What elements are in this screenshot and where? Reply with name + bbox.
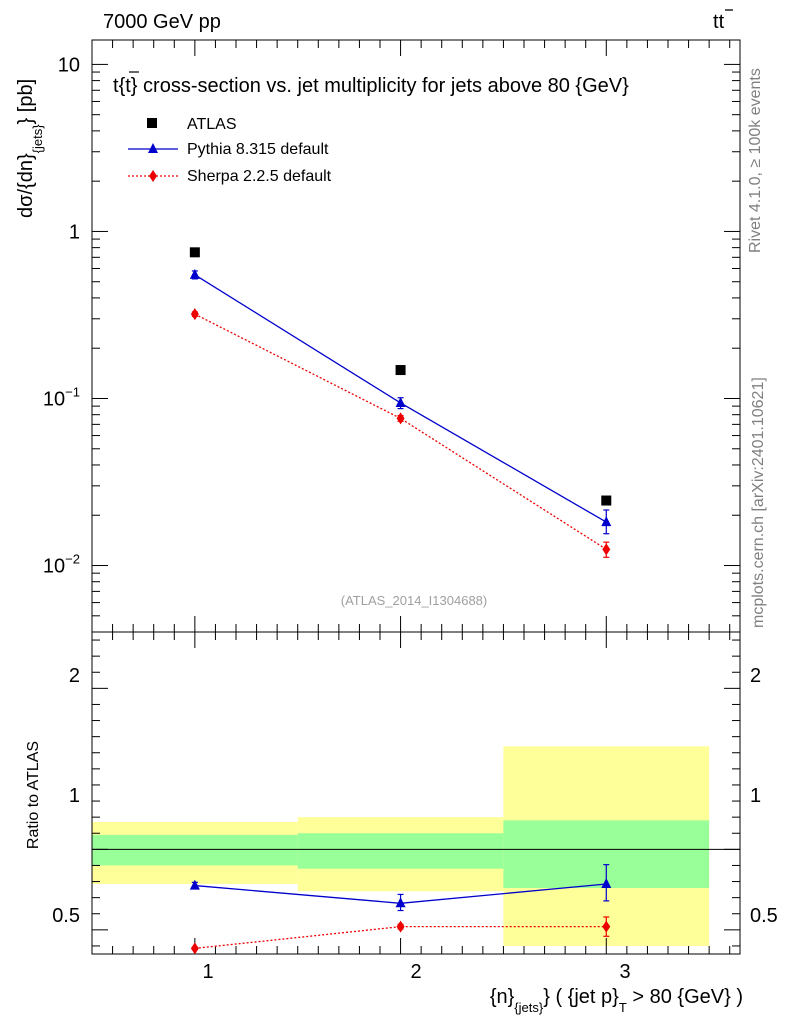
main-ytick-exp: −1 xyxy=(65,384,80,399)
ratio-series-layer xyxy=(189,864,612,955)
ratio-xtick-labels: 1 2 3 xyxy=(202,961,630,983)
ratio-plot-panel: 0.5 1 2 0.5 1 2 1 2 3 Ratio to ATLAS {n}… xyxy=(25,631,778,1015)
xtick-3: 3 xyxy=(619,961,630,983)
legend-label-atlas: ATLAS xyxy=(187,116,237,133)
main-axis-ticks xyxy=(92,40,740,633)
main-point-pythia xyxy=(395,396,406,407)
ratio-ytick-right-2: 2 xyxy=(750,665,761,687)
ratio-ytick-left-1: 1 xyxy=(69,785,80,807)
main-ytick-exp: −2 xyxy=(65,552,80,567)
main-ytick-base: 10 xyxy=(43,556,65,578)
main-line-sherpa xyxy=(194,313,607,550)
xlabel-s2: T xyxy=(619,1000,627,1015)
process-tbar: t xyxy=(719,11,725,33)
ratio-point-pythia xyxy=(189,879,200,890)
xlabel-p3: > 80 {GeV} ) xyxy=(627,986,743,1008)
ratio-point-pythia xyxy=(601,877,612,888)
ratio-ytick-left-0.5: 0.5 xyxy=(52,905,80,927)
energy-label: 7000 GeV pp xyxy=(103,11,221,33)
ratio-point-sherpa xyxy=(602,920,611,933)
main-ytick-label-0: 10 xyxy=(58,54,80,76)
title-prefix: t xyxy=(113,75,119,97)
xtick-1: 1 xyxy=(202,961,213,983)
main-ytick-label-3: 10−2 xyxy=(43,552,80,578)
main-point-atlas xyxy=(601,495,612,506)
main-ytick-label-2: 10−1 xyxy=(43,384,80,410)
ylabel-main: dσ/{dn} xyxy=(15,153,37,218)
legend: ATLAS Pythia 8.315 default Sherpa 2.2.5 … xyxy=(128,116,332,185)
ratio-point-pythia xyxy=(395,897,406,908)
legend-label-pythia: Pythia 8.315 default xyxy=(187,141,329,158)
main-ylabel: dσ/{dn}{jets}} [pb] xyxy=(15,79,45,218)
ylabel-unit: } [pb] xyxy=(15,79,37,125)
ratio-ytick-labels: 0.5 1 2 0.5 1 2 xyxy=(52,665,778,927)
main-point-atlas xyxy=(189,247,200,258)
legend-entry-sherpa: Sherpa 2.2.5 default xyxy=(128,168,332,185)
ratio-point-sherpa xyxy=(190,942,199,955)
xaxis-label: {n}{jets}} ( {jet p}T > 80 {GeV} ) xyxy=(490,986,743,1015)
title-overlined: {t} xyxy=(119,75,138,97)
legend-entry-pythia: Pythia 8.315 default xyxy=(128,141,329,158)
xlabel-p1: {n} xyxy=(490,986,515,1008)
xtick-2: 2 xyxy=(410,961,421,983)
legend-marker-diamond xyxy=(149,170,157,182)
main-point-sherpa xyxy=(396,412,405,425)
svg-text:dσ/{dn}{jets}} [pb]: dσ/{dn}{jets}} [pb] xyxy=(15,79,45,218)
ratio-line-sherpa xyxy=(194,925,607,950)
main-point-atlas xyxy=(395,365,406,376)
main-point-pythia xyxy=(189,268,200,279)
legend-label-sherpa: Sherpa 2.2.5 default xyxy=(187,168,332,185)
source-label: mcplots.cern.ch [arXiv:2401.10621] xyxy=(750,377,767,628)
legend-marker-triangle xyxy=(148,143,158,153)
main-ytick-base: 10 xyxy=(58,54,80,76)
legend-entry-atlas: ATLAS xyxy=(147,116,237,133)
main-point-sherpa xyxy=(190,308,199,321)
main-ytick-base: 1 xyxy=(69,221,80,243)
ylabel-sub: {jets} xyxy=(30,124,45,154)
ratio-band-inner-0 xyxy=(92,834,298,866)
ratio-ytick-right-1: 1 xyxy=(750,785,761,807)
process-label: tt xyxy=(713,9,733,33)
ratio-uncertainty-bands xyxy=(92,746,710,946)
ratio-ylabel: Ratio to ATLAS xyxy=(25,741,42,849)
main-title: t{t} cross-section vs. jet multiplicity … xyxy=(113,71,629,97)
ratio-ytick-right-0.5: 0.5 xyxy=(750,905,778,927)
analysis-watermark: (ATLAS_2014_I1304688) xyxy=(341,593,487,608)
main-point-sherpa xyxy=(602,543,611,556)
title-suffix: cross-section vs. jet multiplicity for j… xyxy=(137,75,629,97)
svg-text:t{t} cross-section vs. jet mul: t{t} cross-section vs. jet multiplicity … xyxy=(113,75,629,97)
legend-marker-square xyxy=(147,118,157,128)
ratio-plot-frame xyxy=(91,631,741,955)
process-t: t xyxy=(713,11,719,33)
rivet-label: Rivet 4.1.0, ≥ 100k events xyxy=(747,68,764,253)
main-ytick-label-1: 1 xyxy=(69,221,80,243)
svg-text:{n}{jets}} ( {jet p}T > 80 {Ge: {n}{jets}} ( {jet p}T > 80 {GeV} ) xyxy=(490,986,743,1015)
xlabel-p2: } ( {jet p} xyxy=(543,986,619,1008)
main-point-pythia xyxy=(601,516,612,527)
ratio-ytick-left-2: 2 xyxy=(69,665,80,687)
xlabel-s1: {jets} xyxy=(514,1000,544,1015)
svg-text:tt: tt xyxy=(713,11,725,33)
main-series-layer xyxy=(189,247,612,558)
ratio-band-inner-1 xyxy=(297,833,504,869)
ratio-point-sherpa xyxy=(396,920,405,933)
main-ytick-base: 10 xyxy=(43,388,65,410)
